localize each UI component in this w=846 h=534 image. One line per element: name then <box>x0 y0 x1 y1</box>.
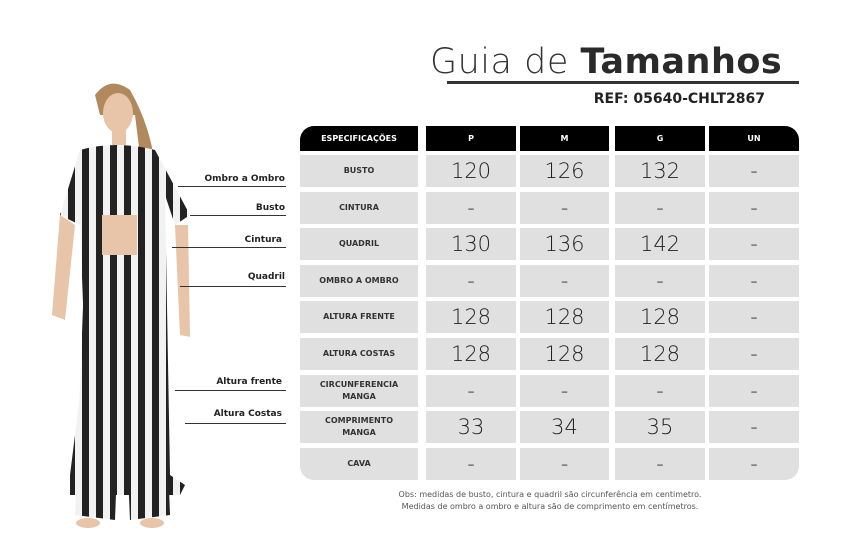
figure-line <box>180 286 286 287</box>
header-g: G <box>615 126 705 151</box>
size-value: - <box>709 374 799 407</box>
row-label: CAVA <box>300 447 418 480</box>
size-value: 33 <box>426 411 516 444</box>
figure-line <box>178 186 286 187</box>
page-title: Guia de Tamanhos <box>430 42 782 82</box>
size-value: - <box>709 264 799 297</box>
size-value: 142 <box>615 228 705 261</box>
size-value: 35 <box>615 411 705 444</box>
size-value: 34 <box>520 411 609 444</box>
row-label: ALTURA COSTAS <box>300 338 418 370</box>
size-value: - <box>520 374 609 407</box>
figure-label-ombro: Ombro a Ombro <box>204 174 285 184</box>
size-value: 126 <box>520 155 609 187</box>
size-value: 130 <box>426 228 516 261</box>
size-value: - <box>520 264 609 297</box>
size-value: - <box>426 447 516 480</box>
row-label: CINTURA <box>300 191 418 224</box>
size-value: - <box>426 374 516 407</box>
size-value: - <box>615 374 705 407</box>
size-value: - <box>709 191 799 224</box>
figure-label-busto: Busto <box>255 203 285 213</box>
note-line: Obs: medidas de busto, cintura e quadril… <box>398 490 702 499</box>
size-value: - <box>615 447 705 480</box>
size-value: 128 <box>615 338 705 370</box>
figure-label-cintura: Cintura <box>244 235 282 245</box>
row-label: BUSTO <box>300 155 418 187</box>
size-value: 128 <box>426 338 516 370</box>
size-value: 128 <box>520 338 609 370</box>
row-label: COMPRIMENTO MANGA <box>300 411 418 444</box>
figure-line <box>185 423 286 424</box>
reference-code: REF: 05640-CHLT2867 <box>593 91 765 107</box>
size-value: - <box>520 191 609 224</box>
size-value: 120 <box>426 155 516 187</box>
size-value: - <box>615 264 705 297</box>
row-label: CIRCUNFERENCIA MANGA <box>300 374 418 407</box>
row-label: OMBRO A OMBRO <box>300 264 418 297</box>
figure-line <box>172 247 286 248</box>
size-value: - <box>615 191 705 224</box>
header-spec: ESPECIFICAÇÕES <box>300 126 418 151</box>
figure-label-altura-costas: Altura Costas <box>213 409 282 419</box>
size-value: 128 <box>426 301 516 334</box>
size-value: - <box>426 264 516 297</box>
figure-line <box>175 390 286 391</box>
title-underline <box>447 81 799 84</box>
size-value: - <box>709 155 799 187</box>
row-label: QUADRIL <box>300 228 418 261</box>
note-line: Medidas de ombro a ombro e altura são de… <box>401 502 699 511</box>
size-value: 132 <box>615 155 705 187</box>
model-photo <box>52 83 190 528</box>
size-value: - <box>709 301 799 334</box>
figure-line <box>190 215 286 216</box>
size-value: - <box>709 447 799 480</box>
size-value: - <box>709 228 799 261</box>
header-p: P <box>426 126 516 151</box>
size-value: - <box>520 447 609 480</box>
row-label: ALTURA FRENTE <box>300 301 418 334</box>
title-bold: Tamanhos <box>580 42 783 82</box>
size-value: - <box>426 191 516 224</box>
size-value: 136 <box>520 228 609 261</box>
measurement-note: Obs: medidas de busto, cintura e quadril… <box>300 489 800 513</box>
figure-label-quadril: Quadril <box>247 272 285 282</box>
size-value: 128 <box>615 301 705 334</box>
title-light: Guia de <box>430 42 581 82</box>
size-value: 128 <box>520 301 609 334</box>
header-m: M <box>520 126 609 151</box>
size-value: - <box>709 411 799 444</box>
figure-label-altura-frente: Altura frente <box>216 377 282 387</box>
size-value: - <box>709 338 799 370</box>
header-un: UN <box>709 126 799 151</box>
